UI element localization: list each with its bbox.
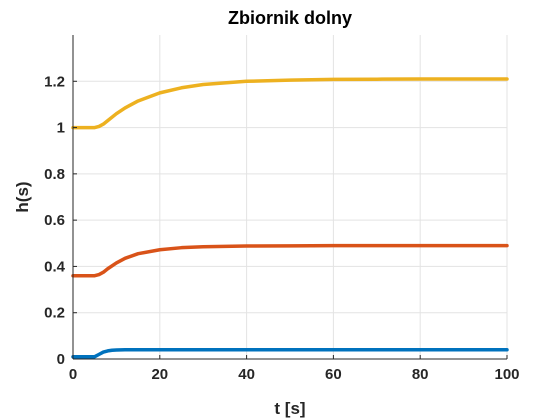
series-line-3 — [71, 347, 509, 359]
y-tick-label: 1 — [57, 120, 65, 137]
y-tick-label: 0 — [57, 351, 65, 368]
series-line-2 — [71, 243, 509, 278]
x-axis-label: t [s] — [274, 399, 305, 418]
y-tick-label: 0.8 — [44, 166, 65, 183]
plot-background — [73, 35, 507, 359]
x-tick-label: 60 — [325, 366, 342, 383]
y-axis-label: h(s) — [13, 181, 32, 212]
y-tick-label: 0.6 — [44, 212, 65, 229]
x-tick-label: 0 — [69, 366, 77, 383]
x-tick-label: 20 — [151, 366, 168, 383]
x-tick-label: 100 — [494, 366, 519, 383]
y-tick-label: 0.4 — [44, 258, 66, 275]
series-line-1 — [71, 77, 509, 130]
y-tick-label: 0.2 — [44, 305, 65, 322]
x-tick-label: 40 — [238, 366, 255, 383]
tick-labels: 0 20 40 60 80 100 0 0.2 0.4 0.6 0.8 1 1.2 — [44, 73, 519, 383]
y-tick-label: 1.2 — [44, 73, 65, 90]
x-tick-label: 80 — [412, 366, 429, 383]
chart-title: Zbiornik dolny — [228, 8, 352, 28]
series-group — [71, 77, 509, 359]
axes — [72, 35, 508, 360]
